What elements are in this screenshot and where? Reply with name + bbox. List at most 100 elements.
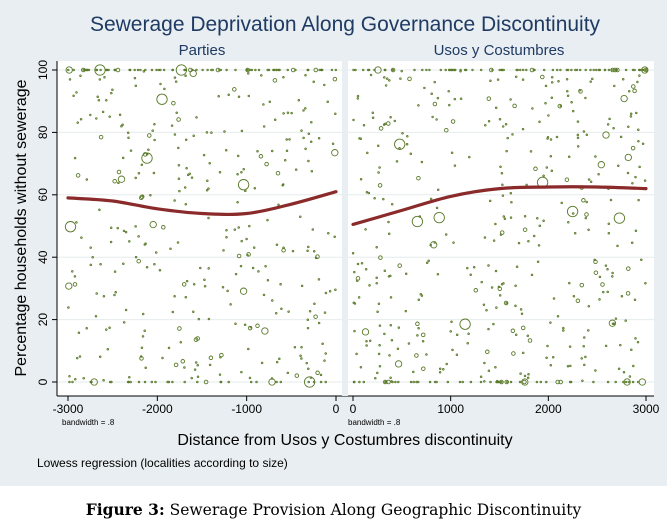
scatter-point xyxy=(356,262,360,266)
scatter-point xyxy=(384,84,388,87)
scatter-point xyxy=(417,327,420,330)
scatter-point xyxy=(509,216,513,219)
scatter-point xyxy=(184,202,188,206)
scatter-point xyxy=(248,376,252,380)
scatter-point xyxy=(445,362,448,366)
scatter-point xyxy=(606,380,610,384)
scatter-point xyxy=(559,68,562,72)
scatter-point xyxy=(306,318,310,321)
scatter-point xyxy=(236,154,240,158)
scatter-point xyxy=(173,295,176,298)
scatter-point xyxy=(113,68,117,72)
scatter-point xyxy=(499,230,505,235)
scatter-point xyxy=(143,380,147,384)
scatter-point xyxy=(431,115,434,119)
scatter-point xyxy=(573,232,577,235)
scatter-point xyxy=(149,194,152,197)
scatter-point xyxy=(101,110,105,114)
scatter-point xyxy=(517,241,521,245)
scatter-point xyxy=(75,173,81,178)
scatter-point xyxy=(375,246,378,249)
scatter-point xyxy=(247,94,251,98)
scatter-point xyxy=(581,198,586,203)
scatter-point xyxy=(150,68,154,72)
scatter-point xyxy=(545,166,549,169)
lowess-line-usos xyxy=(351,185,648,226)
scatter-point xyxy=(315,254,320,259)
scatter-point xyxy=(270,149,274,153)
scatter-point xyxy=(319,373,323,377)
scatter-point xyxy=(217,95,220,98)
scatter-point xyxy=(299,215,302,218)
scatter-point xyxy=(578,88,581,92)
scatter-point xyxy=(629,115,633,118)
scatter-point xyxy=(72,68,75,72)
scatter-point xyxy=(108,326,111,330)
scatter-point xyxy=(136,258,141,264)
scatter-point xyxy=(494,106,498,110)
scatter-point xyxy=(428,68,431,72)
scatter-point xyxy=(558,379,563,385)
scatter-point xyxy=(546,344,549,348)
scatter-point xyxy=(485,309,488,312)
scatter-point xyxy=(171,100,176,106)
scatter-point xyxy=(400,69,403,73)
scatter-point xyxy=(429,243,432,247)
caption-text: Sewerage Provision Along Geographic Disc… xyxy=(169,501,582,519)
y-tick-label: 80 xyxy=(36,125,50,139)
scatter-point xyxy=(439,68,443,72)
scatter-point xyxy=(491,68,494,72)
scatter-point xyxy=(501,194,505,197)
scatter-point xyxy=(144,366,147,370)
scatter-point xyxy=(232,87,237,92)
scatter-point xyxy=(314,256,318,260)
scatter-point xyxy=(255,323,260,329)
scatter-point xyxy=(362,123,366,127)
scatter-point xyxy=(627,125,630,129)
scatter-point xyxy=(250,68,254,72)
scatter-point xyxy=(237,95,241,99)
scatter-point xyxy=(105,68,108,72)
scatter-point xyxy=(489,79,492,82)
scatter-point xyxy=(252,246,256,249)
x-tick-label: 1000 xyxy=(437,402,464,416)
scatter-point xyxy=(243,323,247,327)
scatter-point xyxy=(566,89,569,93)
scatter-point xyxy=(117,175,126,183)
scatter-point xyxy=(479,375,483,378)
scatter-point xyxy=(140,346,144,349)
scatter-point xyxy=(68,375,71,378)
scatter-point xyxy=(375,276,378,280)
scatter-point xyxy=(500,172,504,175)
scatter-point xyxy=(510,328,516,334)
scatter-point xyxy=(630,348,633,351)
scatter-point xyxy=(294,373,300,378)
scatter-point xyxy=(464,68,468,72)
scatter-point xyxy=(249,325,253,329)
x-tick-label: 3000 xyxy=(633,402,660,416)
scatter-point xyxy=(584,355,587,359)
scatter-point xyxy=(98,78,102,81)
scatter-point xyxy=(411,215,424,228)
scatter-point xyxy=(366,151,369,155)
scatter-point xyxy=(447,89,450,93)
scatter-point xyxy=(149,220,157,229)
scatter-point xyxy=(622,371,626,374)
scatter-point xyxy=(631,84,636,89)
scatter-point xyxy=(227,380,230,384)
scatter-point xyxy=(469,273,472,277)
scatter-point xyxy=(535,380,539,384)
scatter-point xyxy=(352,118,355,122)
scatter-point xyxy=(631,380,635,384)
scatter-point xyxy=(494,222,497,226)
scatter-point xyxy=(236,253,242,259)
scatter-point xyxy=(483,380,486,383)
scatter-point xyxy=(569,364,572,368)
chart-title: Sewerage Deprivation Along Governance Di… xyxy=(90,13,601,36)
scatter-point xyxy=(245,237,248,241)
scatter-point xyxy=(562,326,565,330)
scatter-point xyxy=(360,262,364,265)
scatter-point xyxy=(607,232,611,235)
scatter-point xyxy=(193,368,197,371)
scatter-point xyxy=(383,269,387,272)
